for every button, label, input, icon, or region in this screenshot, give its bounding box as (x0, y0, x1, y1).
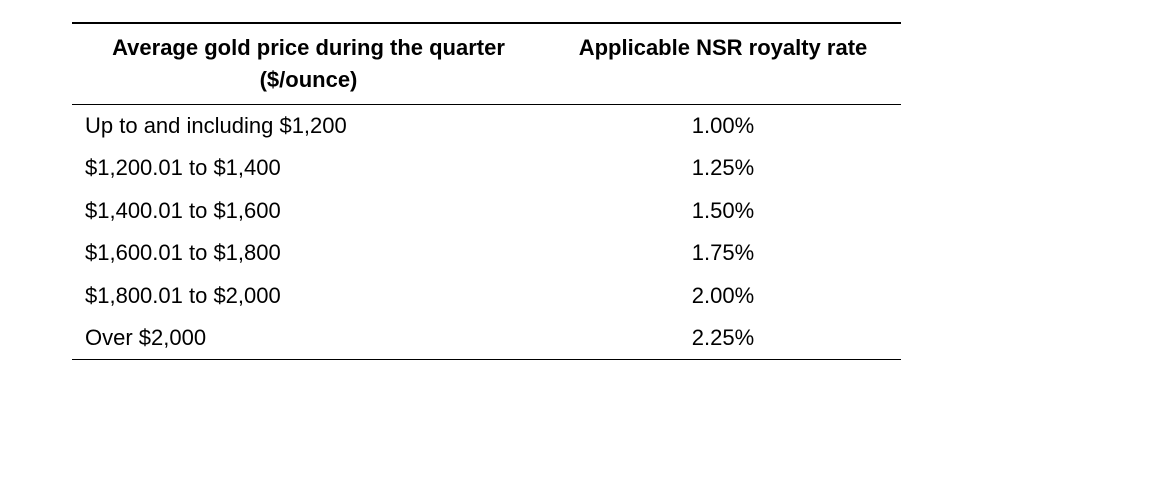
royalty-rate-cell: 2.00% (691, 282, 755, 308)
table-header-row: Average gold price during the quarter ($… (72, 23, 901, 105)
royalty-rate-cell: 1.50% (691, 197, 755, 223)
price-range-cell: $1,600.01 to $1,800 (85, 240, 281, 266)
table-row: Over $2,000 2.25% (72, 317, 901, 360)
royalty-rate-cell: 1.75% (691, 240, 755, 266)
price-range-cell: $1,400.01 to $1,600 (85, 197, 281, 223)
price-range-cell: Up to and including $1,200 (85, 113, 347, 138)
price-range-cell: $1,800.01 to $2,000 (85, 282, 281, 308)
price-column-header-line1: Average gold price during the quarter (112, 35, 505, 60)
gold-royalty-rate-table: Average gold price during the quarter ($… (72, 22, 901, 360)
table-row: $1,600.01 to $1,800 1.75% (72, 232, 901, 275)
table-row: Up to and including $1,200 1.00% (72, 105, 901, 148)
royalty-rate-cell: 2.25% (691, 325, 755, 350)
royalty-rate-cell: 1.00% (691, 113, 755, 138)
price-column-header-line2: ($/ounce) (259, 67, 358, 92)
rate-column-header: Applicable NSR royalty rate (578, 35, 868, 60)
royalty-rate-cell: 1.25% (691, 155, 755, 181)
table-row: $1,200.01 to $1,400 1.25% (72, 147, 901, 190)
table-row: $1,400.01 to $1,600 1.50% (72, 190, 901, 233)
table-row: $1,800.01 to $2,000 2.00% (72, 275, 901, 318)
price-range-cell: Over $2,000 (85, 325, 207, 350)
price-range-cell: $1,200.01 to $1,400 (85, 155, 281, 181)
price-column-header: Average gold price during the quarter ($… (72, 23, 545, 105)
